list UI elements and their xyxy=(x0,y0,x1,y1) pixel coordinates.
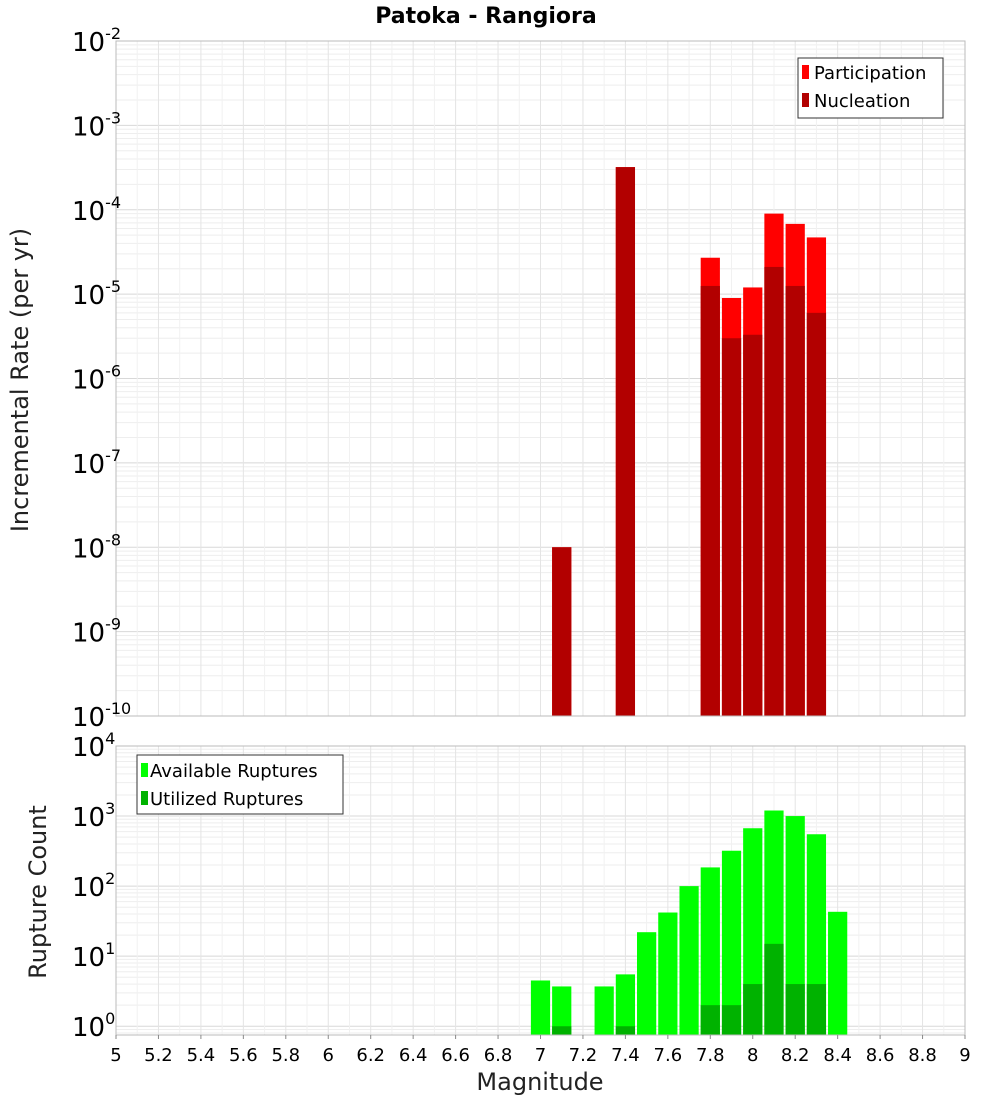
count-bar-available-ruptures xyxy=(615,974,636,1035)
rate-gridlines xyxy=(115,41,966,717)
rate-bar-nucleation xyxy=(764,266,784,716)
count-bar-available-ruptures xyxy=(594,986,614,1035)
rate-bar-nucleation xyxy=(552,547,572,716)
x-tick-label: 5 xyxy=(110,1045,121,1066)
count-bars xyxy=(530,810,848,1035)
utilized-ruptures-legend-swatch xyxy=(141,791,148,805)
x-tick-label: 5.4 xyxy=(187,1045,216,1066)
chart-title: Patoka - Rangiora xyxy=(375,4,596,29)
x-tick-label: 8.6 xyxy=(866,1045,895,1066)
count-panel: 100 101 102 103 104 Rupture Count Available … xyxy=(24,729,971,1096)
count-bar-utilized-ruptures xyxy=(785,984,805,1035)
rate-legend-box xyxy=(797,57,944,119)
x-tick-label: 8 xyxy=(747,1045,758,1066)
x-tick-label: 6.2 xyxy=(356,1045,385,1066)
count-bar-utilized-ruptures xyxy=(721,1005,742,1035)
rate-bar-nucleation xyxy=(785,285,805,716)
count-y-tick-label: 103 xyxy=(72,799,115,833)
count-bar-available-ruptures xyxy=(721,850,742,1035)
count-y-tick-label: 100 xyxy=(72,1009,115,1043)
rate-y-tick-label: 10-10 xyxy=(72,699,131,733)
count-bar-utilized-ruptures xyxy=(806,984,827,1035)
utilized-ruptures-legend-label: Utilized Ruptures xyxy=(150,789,303,810)
x-tick-label: 9 xyxy=(959,1045,970,1066)
rate-y-tick-label: 10-2 xyxy=(72,24,121,58)
participation-legend-label: Participation xyxy=(814,63,926,84)
x-tick-label: 6.6 xyxy=(441,1045,470,1066)
count-bar-utilized-ruptures xyxy=(700,1005,720,1035)
x-tick-label: 7.6 xyxy=(654,1045,683,1066)
x-tick-label: 5.8 xyxy=(271,1045,300,1066)
count-bar-utilized-ruptures xyxy=(764,943,784,1035)
x-tick-label: 5.2 xyxy=(144,1045,173,1066)
rate-bar-nucleation xyxy=(806,312,827,716)
count-legend: Available Ruptures Utilized Ruptures xyxy=(136,754,344,815)
rate-panel: 10-10 10-9 10-8 10-7 10-6 10-5 10-4 10-3 10-2 In… xyxy=(6,24,966,733)
count-y-tick-label: 101 xyxy=(72,939,115,973)
rate-y-tick-label: 10-9 xyxy=(72,615,121,649)
x-tick-label: 7.8 xyxy=(696,1045,725,1066)
rate-y-tick-label: 10-5 xyxy=(72,277,121,311)
x-tick-label: 8.8 xyxy=(908,1045,937,1066)
x-tick-label: 8.2 xyxy=(781,1045,810,1066)
x-tick-label: 6.8 xyxy=(484,1045,513,1066)
x-tick-label: 6.4 xyxy=(399,1045,428,1066)
rate-y-ticks: 10-10 10-9 10-8 10-7 10-6 10-5 10-4 10-3 10-2 xyxy=(72,24,131,733)
nucleation-legend-swatch xyxy=(802,93,809,107)
rate-bar-nucleation xyxy=(615,167,636,716)
count-bar-available-ruptures xyxy=(552,986,572,1035)
x-tick-label: 6 xyxy=(323,1045,334,1066)
count-bar-available-ruptures xyxy=(785,816,805,1035)
count-bar-available-ruptures xyxy=(530,980,551,1035)
rate-y-tick-label: 10-6 xyxy=(72,362,121,396)
rate-plot-frame xyxy=(115,40,966,717)
x-axis-label: Magnitude xyxy=(476,1068,603,1096)
count-bar-available-ruptures xyxy=(679,886,699,1035)
nucleation-legend-label: Nucleation xyxy=(814,91,910,112)
x-tick-labels: 5 5.2 5.4 5.6 5.8 6 6.2 6.4 6.6 6.8 7 7.2 7.4 7.6 7.8 8… xyxy=(110,1035,971,1066)
x-tick-label: 5.6 xyxy=(229,1045,258,1066)
available-ruptures-legend-label: Available Ruptures xyxy=(150,761,318,782)
rate-y-tick-label: 10-3 xyxy=(72,108,121,142)
count-bar-available-ruptures xyxy=(700,867,720,1035)
count-y-tick-label: 104 xyxy=(72,729,115,763)
rate-y-tick-label: 10-4 xyxy=(72,193,121,227)
rate-bar-nucleation xyxy=(721,338,742,716)
count-bar-utilized-ruptures xyxy=(552,1026,572,1035)
count-bar-utilized-ruptures xyxy=(615,1026,636,1035)
count-y-axis-label: Rupture Count xyxy=(24,805,52,979)
rate-bars xyxy=(552,167,827,717)
count-bar-available-ruptures xyxy=(743,828,763,1035)
count-y-ticks: 100 101 102 103 104 xyxy=(72,729,115,1043)
count-y-tick-label: 102 xyxy=(72,869,115,903)
x-tick-label: 8.4 xyxy=(823,1045,852,1066)
count-bar-available-ruptures xyxy=(637,932,657,1035)
rate-y-tick-label: 10-8 xyxy=(72,530,121,564)
rate-bar-nucleation xyxy=(743,334,763,716)
x-tick-label: 7.2 xyxy=(569,1045,598,1066)
rate-legend: Participation Nucleation xyxy=(797,57,944,119)
count-bar-available-ruptures xyxy=(828,911,848,1035)
count-bar-utilized-ruptures xyxy=(743,984,763,1035)
count-legend-box xyxy=(136,754,344,815)
participation-legend-swatch xyxy=(802,65,809,79)
count-bar-available-ruptures xyxy=(658,912,678,1035)
x-tick-label: 7 xyxy=(535,1045,546,1066)
rate-y-axis-label: Incremental Rate (per yr) xyxy=(6,228,34,532)
rate-y-tick-label: 10-7 xyxy=(72,446,121,480)
rate-bar-nucleation xyxy=(700,285,720,716)
x-tick-label: 7.4 xyxy=(611,1045,640,1066)
available-ruptures-legend-swatch xyxy=(141,763,148,777)
